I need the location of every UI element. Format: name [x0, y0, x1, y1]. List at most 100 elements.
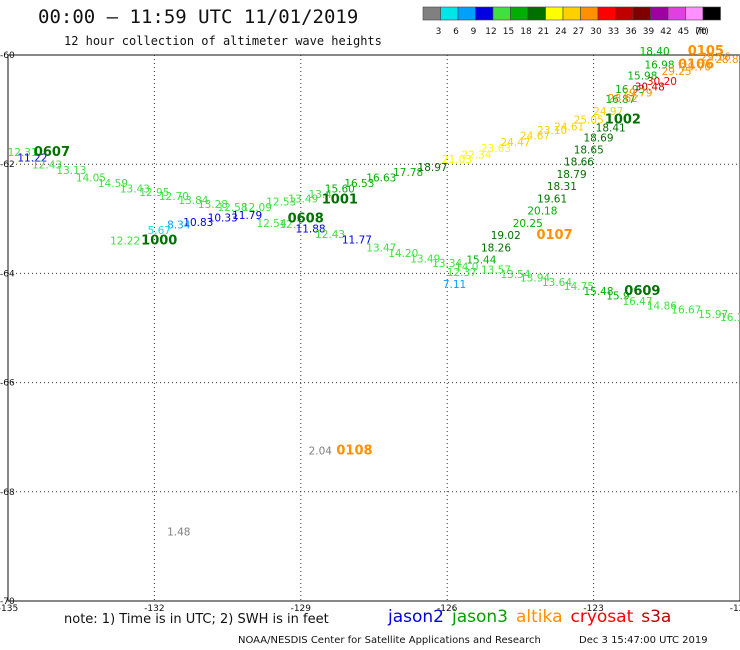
wave-height-label: 29.16: [701, 51, 731, 63]
legend-label: 21: [538, 27, 549, 37]
wave-height-label: 22.34: [461, 150, 491, 162]
time-label: 1001: [322, 193, 358, 208]
wave-height-label: 10.83: [183, 217, 213, 229]
wave-height-label: 15.44: [466, 255, 496, 267]
wave-height-label: 18.65: [574, 144, 604, 156]
wave-height-label: 17.78: [393, 167, 423, 179]
legend-label: 18: [520, 27, 532, 37]
wave-height-label: 23.63: [481, 143, 511, 155]
wave-height-label: 16.67: [671, 304, 701, 316]
wave-height-label: 21.03: [442, 154, 472, 166]
legend-label: 3: [436, 27, 442, 37]
lon-tick-label: -126: [437, 604, 458, 614]
legend-label: 36: [625, 27, 637, 37]
wave-height-label: 13.28: [198, 199, 228, 211]
wave-height-label: 12.95: [139, 187, 169, 199]
wave-height-label: 18.97: [418, 162, 448, 174]
legend-unit: (ft): [695, 27, 709, 37]
wave-height-label: 24.47: [500, 137, 530, 149]
wave-height-label: 12.58: [217, 202, 247, 214]
footer-note: note: 1) Time is in UTC; 2) SWH is in fe…: [64, 612, 329, 627]
wave-height-label: 19.02: [491, 230, 521, 242]
wave-height-label: 12.22: [110, 235, 140, 247]
wave-height-label: 16.98: [644, 60, 674, 72]
lat-tick-label: -66: [0, 379, 15, 389]
wave-height-label: 12.43: [315, 229, 345, 241]
wave-height-label: 13.49: [288, 193, 318, 205]
wave-height-label: 30.48: [635, 81, 665, 93]
legend-label: 39: [643, 27, 655, 37]
wave-height-label: 23.10: [537, 125, 567, 137]
footer-credit: NOAA/NESDIS Center for Satellite Applica…: [238, 635, 541, 646]
time-label: 0108: [336, 444, 372, 459]
wave-height-label: 12.53: [266, 197, 296, 209]
page-title: 00:00 – 11:59 UTC 11/01/2019: [38, 6, 359, 28]
wave-height-label: 11.77: [342, 234, 372, 246]
time-label: 1000: [141, 233, 177, 248]
wave-height-label: 14.20: [388, 248, 418, 260]
wave-height-label: 13.94: [520, 273, 550, 285]
wave-height-label: 11.22: [17, 152, 47, 164]
wave-height-label: 13.13: [56, 165, 86, 177]
lon-tick-label: -132: [144, 604, 164, 614]
lon-tick-label: -123: [583, 604, 603, 614]
wave-height-label: 24.61: [554, 121, 584, 133]
lat-tick-label: -70: [0, 597, 15, 607]
satellite-jason3: jason3: [452, 607, 508, 627]
wave-height-label: 14.86: [647, 300, 677, 312]
wave-height-label: 2.04: [309, 446, 333, 458]
wave-height-label: 18.69: [583, 132, 613, 144]
wave-height-label: 12.43: [32, 160, 62, 172]
map-frame: [7, 54, 740, 602]
time-label: 1002: [605, 112, 641, 127]
time-label: 0106: [678, 58, 714, 73]
wave-height-label: 14.05: [76, 173, 106, 185]
time-label: 0107: [536, 228, 572, 243]
wave-height-label: 14.75: [564, 281, 594, 293]
wave-height-label: 15.60: [325, 184, 355, 196]
wave-height-label: 5.67: [148, 225, 171, 237]
wave-height-label: 12.09: [242, 202, 272, 214]
satellite-cryosat: cryosat: [570, 607, 634, 627]
legend-label: 6: [453, 27, 459, 37]
wave-height-label: 18.79: [557, 169, 587, 181]
legend-label: 27: [573, 27, 584, 37]
legend-label: 9: [471, 27, 477, 37]
wave-height-label: 16.63: [366, 173, 396, 185]
lon-tick-label: -135: [0, 604, 18, 614]
wave-height-label: 12.31: [8, 147, 38, 159]
wave-height-label: 11.79: [232, 210, 262, 222]
wave-height-label: 13.4: [309, 189, 333, 201]
footer-generated-time: Dec 3 15:47:00 UTC 2019: [579, 635, 708, 646]
legend-label: 70: [695, 27, 707, 37]
wave-height-label: 16.87: [605, 94, 635, 106]
wave-height-label: 7.11: [443, 279, 466, 291]
wave-height-label: 13.49: [410, 253, 440, 265]
time-label: 0608: [288, 212, 324, 227]
wave-height-label: 18.66: [564, 156, 594, 168]
wave-height-label: 25.05: [574, 114, 604, 126]
time-label: 0609: [624, 284, 660, 299]
wave-height-label: 15.9: [606, 291, 629, 303]
wave-height-label: 18.31: [547, 181, 577, 193]
satellite-altika: altika: [516, 607, 563, 627]
wave-height-label: 18.41: [596, 122, 626, 134]
lat-tick-label: -60: [0, 51, 15, 61]
wave-height-label: 29.70: [681, 61, 711, 73]
page-subtitle: 12 hour collection of altimeter wave hei…: [64, 34, 382, 48]
color-legend: 3 6 9 12 15 18 21 24 27 30 33 36 39 42 45 70(ft): [422, 6, 721, 37]
legend-label: 12: [485, 27, 496, 37]
wave-height-label: 12.70: [159, 191, 189, 203]
wave-height-label: 1.48: [167, 526, 190, 538]
lon-tick-label: -129: [291, 604, 312, 614]
wave-height-label: 14.59: [98, 178, 128, 190]
wave-height-label: 18.40: [640, 46, 670, 58]
time-label: 0607: [34, 145, 70, 160]
lat-tick-label: -68: [0, 488, 15, 498]
wave-height-label: 16.93: [615, 84, 645, 96]
wave-height-label: 10.33: [208, 213, 238, 225]
wave-height-label: 15.98: [627, 71, 657, 83]
wave-height-label: 13.54: [500, 269, 530, 281]
wave-height-label: 29.25: [662, 66, 692, 78]
